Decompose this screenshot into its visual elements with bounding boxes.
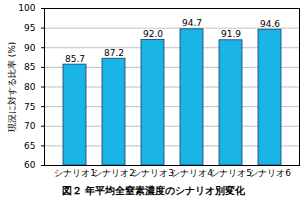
svg-text:85: 85 [24, 62, 35, 72]
html-text:図２ 年平均全窒素濃度のシナリオ別変化: 図２ 年平均全窒素濃度のシナリオ別変化 [61, 185, 246, 196]
svg-text:80: 80 [24, 82, 36, 92]
svg-text:現況に対する比率 (%): 現況に対する比率 (%) [7, 42, 17, 132]
svg-text:92.0: 92.0 [143, 29, 163, 39]
svg-text:95: 95 [24, 23, 35, 33]
svg-text:94.6: 94.6 [260, 19, 280, 29]
svg-text:シナリオ4: シナリオ4 [171, 168, 213, 178]
svg-text:87.2: 87.2 [104, 48, 124, 58]
svg-text:90: 90 [24, 43, 36, 53]
svg-text:85.7: 85.7 [65, 54, 85, 64]
svg-text:シナリオ1: シナリオ1 [54, 168, 96, 178]
svg-text:シナリオ5: シナリオ5 [210, 168, 252, 178]
svg-text:シナリオ6: シナリオ6 [249, 168, 291, 178]
svg-text:65: 65 [24, 141, 35, 151]
svg-text:94.7: 94.7 [182, 18, 202, 28]
svg-text:60: 60 [24, 160, 36, 170]
svg-text:70: 70 [24, 121, 36, 131]
svg-text:シナリオ3: シナリオ3 [132, 168, 174, 178]
svg-text:75: 75 [24, 102, 35, 112]
svg-text:91.9: 91.9 [221, 29, 241, 39]
svg-text:100: 100 [18, 3, 35, 13]
svg-text:シナリオ2: シナリオ2 [93, 168, 135, 178]
